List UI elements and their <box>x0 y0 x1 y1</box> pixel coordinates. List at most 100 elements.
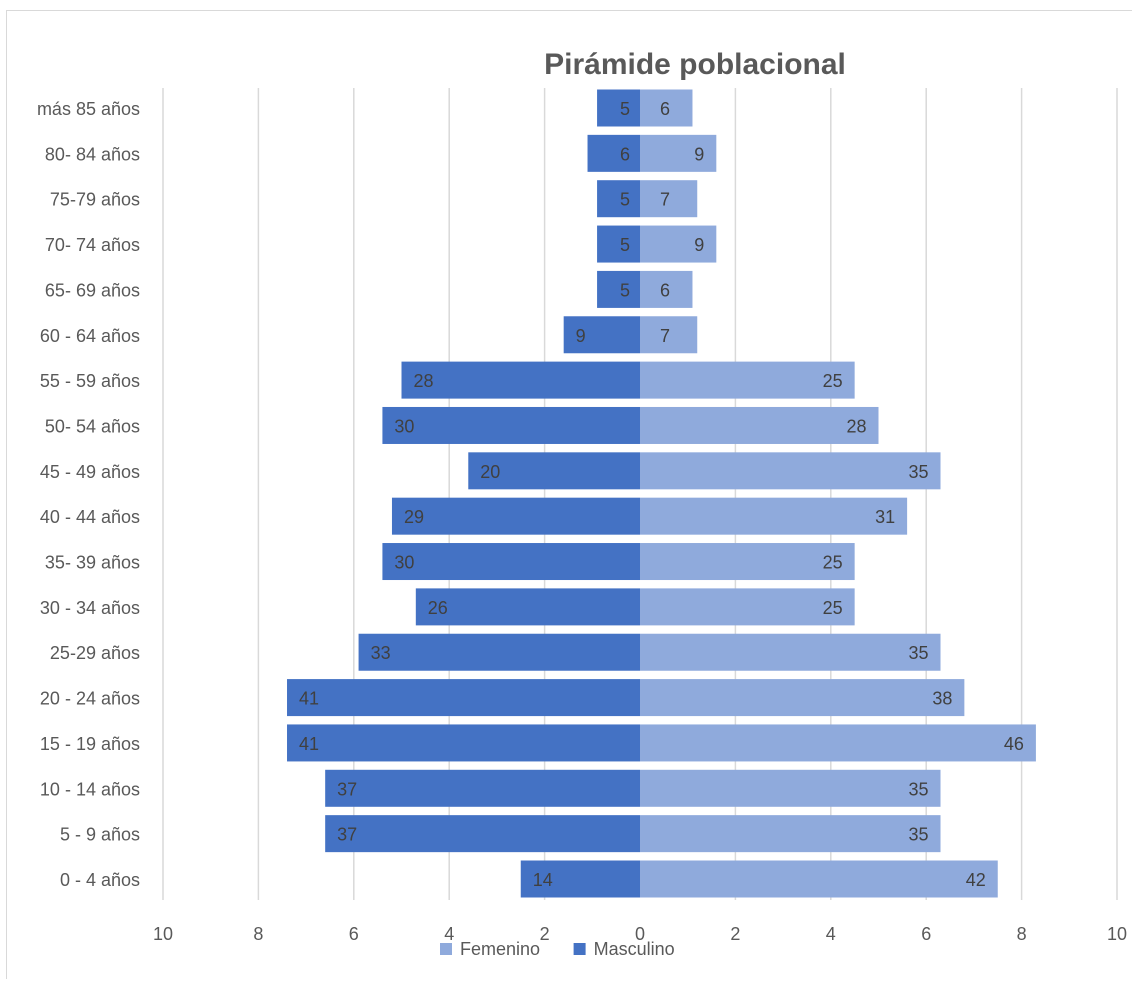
data-label-femenino: 35 <box>908 643 928 663</box>
data-label-femenino: 9 <box>694 235 704 255</box>
bar-masculino <box>415 588 640 626</box>
category-label: 60 - 64 años <box>40 326 140 346</box>
category-label: 30 - 34 años <box>40 598 140 618</box>
data-label-masculino: 37 <box>337 825 357 845</box>
bar-femenino <box>640 361 855 399</box>
bar-femenino <box>640 724 1036 762</box>
category-label: 70- 74 años <box>45 235 140 255</box>
x-tick-label: 10 <box>1107 924 1127 944</box>
bar-femenino <box>640 134 717 172</box>
bar-masculino <box>401 361 640 399</box>
data-label-femenino: 38 <box>932 689 952 709</box>
bar-femenino <box>640 225 717 263</box>
data-label-masculino: 9 <box>576 326 586 346</box>
category-label: 35- 39 años <box>45 553 140 573</box>
bar-femenino <box>640 452 941 490</box>
category-labels: más 85 años 80- 84 años 75-79 años 70- 74 a… <box>37 99 140 890</box>
data-label-masculino: 37 <box>337 779 357 799</box>
legend-swatch-femenino <box>440 943 452 955</box>
x-tick-label: 8 <box>1017 924 1027 944</box>
category-label: 25-29 años <box>50 643 140 663</box>
bar-masculino <box>287 724 640 762</box>
category-label: 10 - 14 años <box>40 779 140 799</box>
category-label: 75-79 años <box>50 190 140 210</box>
bar-femenino <box>640 815 941 853</box>
category-label: 45 - 49 años <box>40 462 140 482</box>
data-label-masculino: 30 <box>394 416 414 436</box>
data-label-masculino: 5 <box>620 280 630 300</box>
data-labels: 5 6 5 5 5 9 28 30 20 29 30 26 33 41 41 37 37 14 6 9 7 9 6 7 25 28… <box>299 99 1024 890</box>
bar-masculino <box>325 815 640 853</box>
data-label-femenino: 35 <box>908 779 928 799</box>
bar-masculino <box>382 543 640 581</box>
legend-label-masculino: Masculino <box>594 939 675 959</box>
bar-masculino <box>597 225 640 263</box>
data-label-femenino: 6 <box>660 99 670 119</box>
bar-masculino <box>520 860 640 898</box>
category-label: 40 - 44 años <box>40 507 140 527</box>
bar-femenino <box>640 679 965 717</box>
gridlines <box>162 88 1118 900</box>
data-label-masculino: 29 <box>404 507 424 527</box>
x-tick-label: 6 <box>349 924 359 944</box>
x-tick-label: 10 <box>153 924 173 944</box>
bar-masculino <box>287 679 640 717</box>
category-label: 65- 69 años <box>45 280 140 300</box>
bar-femenino <box>640 543 855 581</box>
category-label: 15 - 19 años <box>40 734 140 754</box>
chart-frame <box>6 10 1132 979</box>
data-label-femenino: 46 <box>1004 734 1024 754</box>
bar-femenino <box>640 180 698 218</box>
data-label-femenino: 25 <box>823 598 843 618</box>
category-label: 50- 54 años <box>45 416 140 436</box>
bar-femenino <box>640 316 698 354</box>
data-label-femenino: 31 <box>875 507 895 527</box>
data-label-masculino: 5 <box>620 235 630 255</box>
data-label-masculino: 41 <box>299 689 319 709</box>
category-label: 0 - 4 años <box>60 870 140 890</box>
data-label-femenino: 9 <box>694 144 704 164</box>
bar-femenino <box>640 89 693 127</box>
bar-femenino <box>640 588 855 626</box>
bar-masculino <box>597 180 640 218</box>
data-label-masculino: 14 <box>533 870 553 890</box>
x-tick-label: 2 <box>540 924 550 944</box>
bar-femenino <box>640 769 941 807</box>
category-label: 55 - 59 años <box>40 371 140 391</box>
category-label: más 85 años <box>37 99 140 119</box>
data-label-masculino: 6 <box>620 144 630 164</box>
data-label-masculino: 28 <box>414 371 434 391</box>
data-label-femenino: 35 <box>908 825 928 845</box>
x-tick-label: 6 <box>921 924 931 944</box>
chart-title: Pirámide poblacional <box>544 48 846 81</box>
category-label: 20 - 24 años <box>40 689 140 709</box>
bar-masculino <box>587 134 640 172</box>
data-label-femenino: 25 <box>823 553 843 573</box>
data-label-femenino: 25 <box>823 371 843 391</box>
legend-swatch-masculino <box>573 943 586 955</box>
bar-femenino <box>640 497 908 535</box>
category-label: 5 - 9 años <box>60 825 140 845</box>
data-label-femenino: 7 <box>660 190 670 210</box>
data-label-femenino: 35 <box>908 462 928 482</box>
data-label-femenino: 6 <box>660 280 670 300</box>
bar-masculino <box>563 316 640 354</box>
x-tick-label: 4 <box>826 924 836 944</box>
x-tick-label: 0 <box>635 924 645 944</box>
bar-femenino <box>640 406 879 444</box>
data-label-masculino: 41 <box>299 734 319 754</box>
bar-masculino <box>468 452 640 490</box>
data-label-masculino: 20 <box>480 462 500 482</box>
data-label-masculino: 30 <box>394 553 414 573</box>
data-label-masculino: 26 <box>428 598 448 618</box>
bar-masculino <box>358 633 640 671</box>
bar-masculino <box>597 270 640 308</box>
data-label-femenino: 7 <box>660 326 670 346</box>
data-label-femenino: 28 <box>846 416 866 436</box>
bar-masculino <box>382 406 640 444</box>
data-label-masculino: 33 <box>371 643 391 663</box>
legend-label-femenino: Femenino <box>460 939 540 959</box>
x-tick-label: 4 <box>444 924 454 944</box>
